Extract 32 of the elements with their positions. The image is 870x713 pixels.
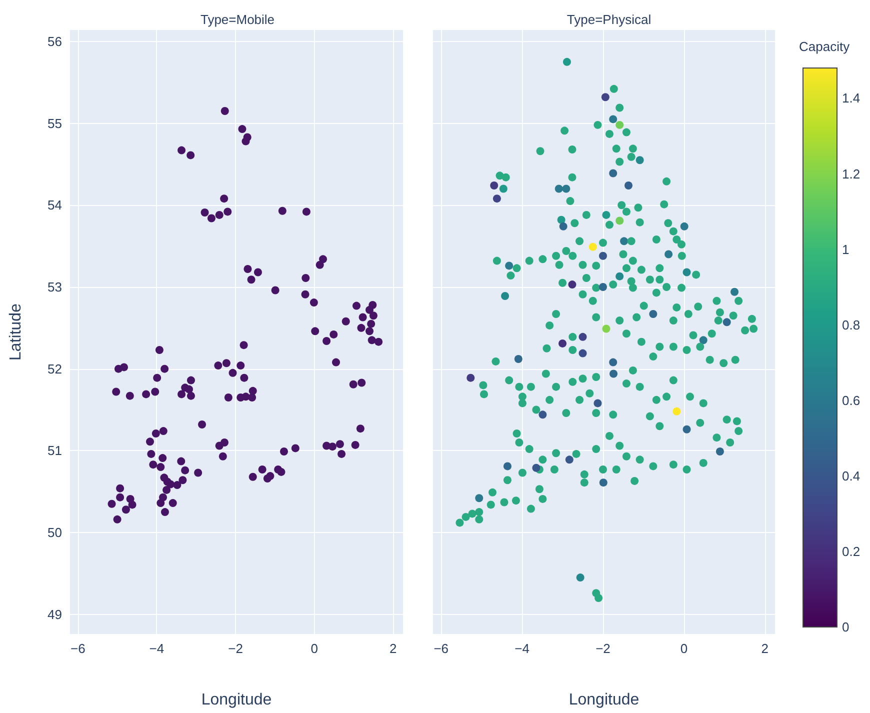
y-tick-label: 53 xyxy=(48,279,62,294)
color-bar-label: 0 xyxy=(842,620,850,634)
x-tick-label: 2 xyxy=(761,641,768,656)
color-bar-label: 1 xyxy=(842,242,850,257)
chart-title: Type=Mobile xyxy=(200,12,275,27)
color-bar-label: 1.4 xyxy=(842,90,860,106)
x-tick-label: 2 xyxy=(390,641,397,656)
y-tick-label: 49 xyxy=(48,606,62,622)
x-tick-label: −6 xyxy=(434,641,449,656)
x-tick-label: −4 xyxy=(514,641,530,656)
x-tick-label: −2 xyxy=(228,641,243,656)
x-tick-label: 0 xyxy=(310,641,318,656)
x-tick-label: −2 xyxy=(596,641,610,656)
chart-title: Type=Physical xyxy=(566,12,652,27)
color-bar-label: 1.2 xyxy=(842,166,860,182)
x-tick-label: −6 xyxy=(70,641,86,656)
y-axis-title: Latitude xyxy=(8,303,24,360)
y-tick-label: 50 xyxy=(48,525,62,540)
x-tick-label: 0 xyxy=(680,641,688,656)
color-bar-label: 0.6 xyxy=(842,392,860,408)
x-axis-title: Longitude xyxy=(568,692,640,708)
y-tick-label: 55 xyxy=(48,116,62,131)
y-tick-label: 54 xyxy=(48,198,62,213)
y-tick-label: 56 xyxy=(48,34,62,49)
y-tick-label: 51 xyxy=(48,443,62,458)
y-tick-label: 52 xyxy=(48,361,62,376)
color-bar-title: Capacity xyxy=(799,39,850,54)
x-axis-title: Longitude xyxy=(201,692,272,708)
color-bar-label: 0.4 xyxy=(842,468,860,484)
x-tick-label: −4 xyxy=(149,641,164,656)
color-bar-label: 0.2 xyxy=(842,544,860,559)
color-bar-label: 0.8 xyxy=(842,317,860,332)
